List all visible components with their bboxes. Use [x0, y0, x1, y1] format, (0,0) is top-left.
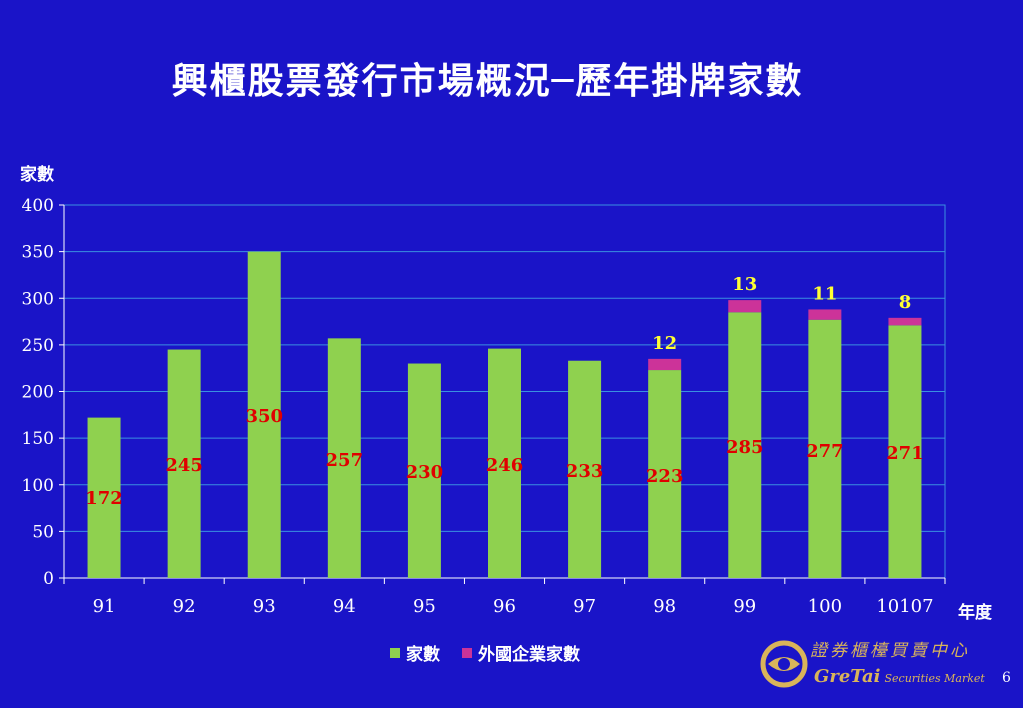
- bar-base: [808, 319, 842, 578]
- y-tick-label: 150: [22, 429, 54, 449]
- data-label-base: 257: [326, 450, 364, 471]
- gretai-logo: 證券櫃檯買賣中心 GreTai Securities Market: [760, 632, 1000, 694]
- y-tick-label: 200: [22, 383, 54, 403]
- legend-label-foreign: 外國企業家數: [478, 645, 580, 665]
- logo-brand: GreTai: [814, 666, 881, 687]
- bar-foreign: [888, 317, 922, 326]
- bar-base: [888, 325, 922, 578]
- bar-foreign: [808, 309, 842, 320]
- bar-base: [407, 363, 441, 578]
- y-tick-label: 350: [22, 243, 54, 263]
- chart-title: 興櫃股票發行市場概況─歷年掛牌家數: [171, 61, 804, 102]
- bar-foreign: [648, 358, 682, 371]
- y-tick-label: 0: [43, 569, 54, 589]
- legend-swatch-base: [390, 647, 400, 658]
- y-axis-label: 家數: [20, 165, 54, 185]
- bar-base: [648, 370, 682, 578]
- bar-base: [87, 417, 121, 578]
- logo-sub: Securities Market: [884, 672, 985, 685]
- y-tick-label: 50: [32, 522, 54, 542]
- x-tick-label: 97: [573, 596, 596, 617]
- x-tick-label: 100: [808, 596, 842, 617]
- data-label-base: 172: [85, 488, 123, 509]
- gretai-emblem-icon: [760, 640, 808, 688]
- legend-swatch-foreign: [462, 647, 472, 658]
- data-label-base: 277: [806, 441, 844, 462]
- data-label-base: 246: [486, 455, 524, 476]
- data-label-base: 230: [406, 462, 444, 483]
- data-label-foreign: 8: [899, 292, 912, 313]
- logo-english-text: GreTai Securities Market: [814, 666, 985, 687]
- y-tick-label: 100: [22, 476, 54, 496]
- legend: 家數 外國企業家數: [390, 640, 580, 665]
- y-tick-label: 250: [22, 336, 54, 356]
- data-label-base: 233: [566, 461, 604, 482]
- x-tick-label: 93: [253, 596, 276, 617]
- bar-base: [488, 348, 521, 578]
- y-tick-label: 400: [22, 196, 54, 216]
- x-tick-label: 98: [653, 596, 676, 617]
- y-tick-label: 300: [22, 289, 54, 309]
- x-tick-label: 94: [333, 596, 356, 617]
- data-label-base: 245: [165, 455, 203, 476]
- x-tick-label: 91: [93, 596, 116, 617]
- bar-base: [568, 360, 602, 578]
- bar-foreign: [728, 300, 762, 313]
- bar-base: [167, 349, 201, 578]
- x-axis-label: 年度: [958, 603, 992, 623]
- data-label-base: 350: [245, 406, 283, 427]
- legend-label-base: 家數: [406, 645, 440, 665]
- x-tick-label: 96: [493, 596, 516, 617]
- bar-base: [247, 251, 281, 578]
- data-label-base: 271: [886, 443, 924, 464]
- data-label-foreign: 11: [812, 283, 837, 304]
- data-label-foreign: 13: [732, 274, 757, 295]
- logo-chinese-text: 證券櫃檯買賣中心: [810, 641, 970, 661]
- x-tick-label: 95: [413, 596, 436, 617]
- data-label-base: 223: [646, 466, 684, 487]
- page-number: 6: [1002, 670, 1011, 686]
- data-label-foreign: 12: [652, 333, 677, 354]
- bar-base: [728, 312, 762, 578]
- bar-base: [327, 338, 361, 578]
- legend-item-base: 家數: [390, 640, 440, 665]
- data-label-base: 285: [726, 437, 764, 458]
- legend-item-foreign: 外國企業家數: [462, 640, 580, 665]
- x-tick-label: 92: [173, 596, 196, 617]
- x-tick-label: 99: [733, 596, 756, 617]
- x-tick-label: 10107: [876, 596, 933, 617]
